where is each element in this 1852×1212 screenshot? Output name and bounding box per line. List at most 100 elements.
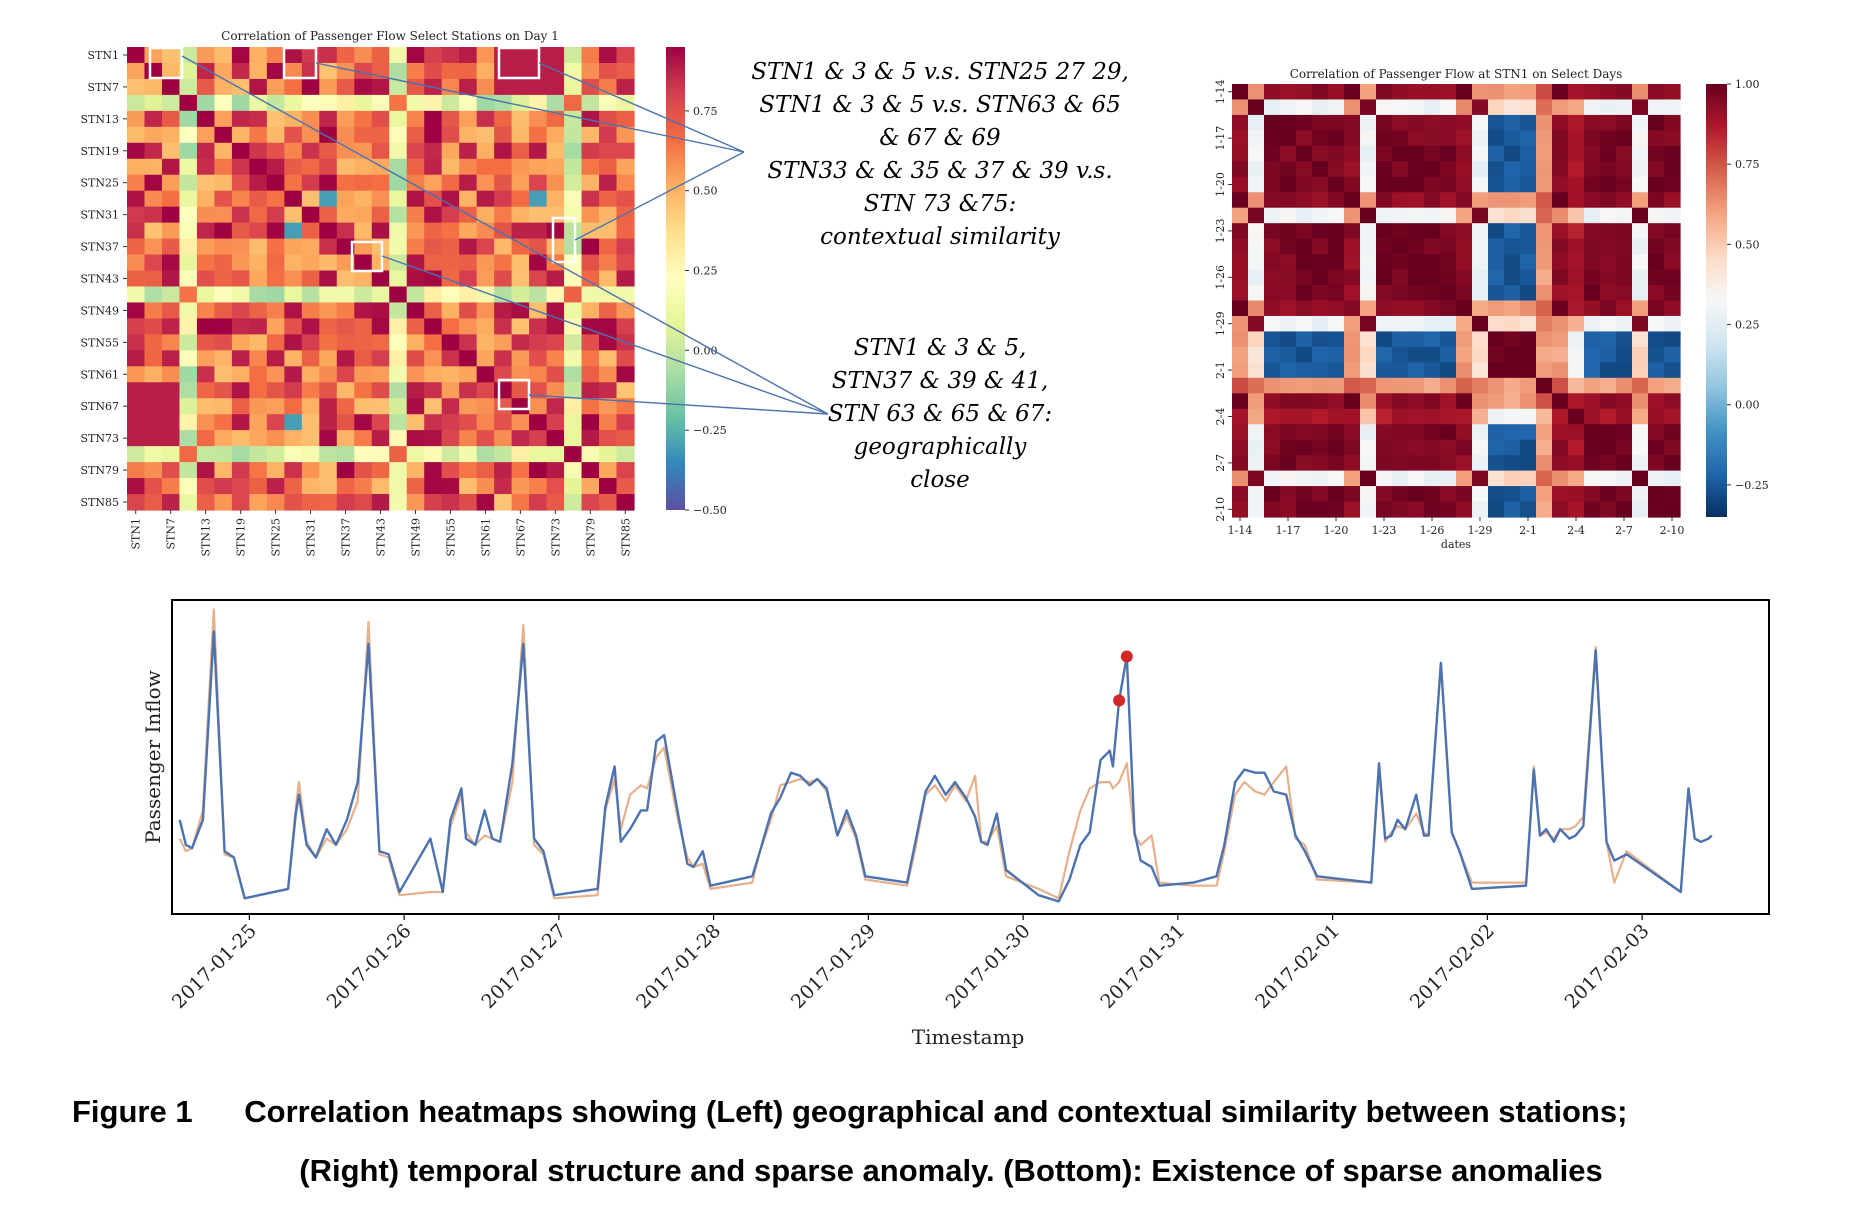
heatmap-cell: [441, 334, 460, 351]
heatmap-cell: [424, 350, 443, 367]
heatmap-cell: [1440, 192, 1457, 209]
heatmap-cell: [1456, 99, 1473, 116]
heatmap-cell: [1296, 176, 1313, 193]
heatmap-cell: [441, 398, 460, 415]
heatmap-cell: [1328, 192, 1345, 209]
heatmap-cell: [424, 462, 443, 479]
heatmap-cell: [1312, 130, 1329, 147]
heatmap-cell: [1264, 176, 1281, 193]
heatmap-cell: [1344, 130, 1361, 147]
heatmap-cell: [161, 62, 181, 80]
heatmap-cell: [1344, 161, 1361, 178]
heatmap-cell: [476, 318, 495, 335]
heatmap-cell: [616, 206, 635, 224]
heatmap-cell: [301, 110, 320, 128]
heatmap-cell: [1504, 285, 1521, 302]
heatmap-cell: [161, 366, 181, 383]
heatmap-cell: [406, 478, 425, 495]
heatmap-cell: [1232, 285, 1249, 302]
heatmap-cell: [1456, 346, 1473, 363]
heatmap-cell: [616, 62, 635, 80]
heatmap-cell: [1328, 455, 1345, 472]
heatmap-cell: [1504, 486, 1521, 503]
row-tick-label: 2-1: [1214, 361, 1227, 379]
heatmap-cell: [1552, 223, 1569, 240]
heatmap-cell: [1296, 408, 1313, 425]
heatmap-cell: [564, 158, 583, 176]
heatmap-cell: [249, 430, 268, 447]
heatmap-cell: [406, 446, 425, 463]
heatmap-cell: [1648, 114, 1665, 131]
heatmap-cell: [1472, 408, 1489, 425]
heatmap-cell: [459, 350, 478, 367]
heatmap-cell: [1568, 84, 1585, 101]
heatmap-cell: [371, 302, 390, 320]
heatmap-cell: [319, 206, 338, 224]
heatmap-cell: [1232, 455, 1249, 472]
heatmap-cell: [336, 206, 355, 224]
heatmap-cell: [1328, 285, 1345, 302]
heatmap-cell: [1344, 362, 1361, 379]
heatmap-cell: [179, 430, 198, 447]
heatmap-cell: [196, 462, 216, 479]
heatmap-cell: [1248, 223, 1265, 240]
heatmap-cell: [1456, 176, 1473, 193]
heatmap-cell: [1472, 331, 1489, 348]
heatmap-cell: [1440, 114, 1457, 131]
heatmap-cell: [459, 270, 478, 288]
heatmap-cell: [336, 414, 355, 431]
heatmap-cell: [511, 158, 530, 176]
heatmap-cell: [1408, 145, 1425, 162]
heatmap-cell: [1376, 393, 1393, 410]
heatmap-cell: [1664, 362, 1681, 379]
heatmap-cell: [1296, 501, 1313, 518]
heatmap-cell: [1536, 238, 1553, 255]
heatmap-cell: [1504, 99, 1521, 116]
heatmap-cell: [581, 238, 600, 256]
heatmap-cell: [249, 318, 268, 335]
heatmap-cell: [319, 446, 338, 463]
heatmap-cell: [529, 430, 548, 447]
heatmap-cell: [459, 462, 478, 479]
heatmap-cell: [1312, 408, 1329, 425]
time-tick-label: 2017-01-25: [168, 920, 261, 1013]
heatmap-cell: [1248, 99, 1265, 116]
heatmap-cell: [1280, 192, 1297, 209]
heatmap-cell: [1584, 130, 1601, 147]
heatmap-cell: [161, 78, 181, 96]
heatmap-cell: [1264, 254, 1281, 271]
heatmap-cell: [564, 110, 583, 128]
heatmap-cell: [494, 94, 513, 112]
heatmap-cell: [511, 174, 530, 192]
heatmap-cell: [301, 430, 320, 447]
row-tick-label: STN43: [81, 273, 120, 286]
heatmap-cell: [476, 382, 495, 399]
heatmap-cell: [1392, 207, 1409, 224]
heatmap-cell: [1584, 238, 1601, 255]
heatmap-cell: [1664, 161, 1681, 178]
heatmap-cell: [231, 334, 250, 351]
heatmap-cell: [511, 78, 530, 96]
heatmap-cell: [1328, 377, 1345, 394]
heatmap-cell: [319, 254, 338, 272]
heatmap-cell: [336, 47, 355, 64]
heatmap-cell: [581, 414, 600, 431]
heatmap-cell: [354, 446, 373, 463]
heatmap-cell: [389, 478, 408, 495]
heatmap-cell: [546, 62, 565, 80]
heatmap-cell: [127, 286, 146, 304]
heatmap-cell: [1408, 192, 1425, 209]
heatmap-cell: [1328, 99, 1345, 116]
heatmap-cell: [161, 158, 181, 176]
heatmap-cell: [599, 174, 618, 192]
heatmap-cell: [319, 190, 338, 208]
heatmap-cell: [1424, 470, 1441, 487]
anomaly-points: [1113, 650, 1133, 707]
heatmap-cell: [249, 78, 268, 96]
heatmap-cell: [144, 158, 163, 176]
heatmap-cell: [1344, 486, 1361, 503]
heatmap-cell: [231, 366, 250, 383]
heatmap-cell: [1232, 99, 1249, 116]
time-tick-label: 2017-01-27: [477, 920, 570, 1013]
heatmap-cell: [301, 398, 320, 415]
